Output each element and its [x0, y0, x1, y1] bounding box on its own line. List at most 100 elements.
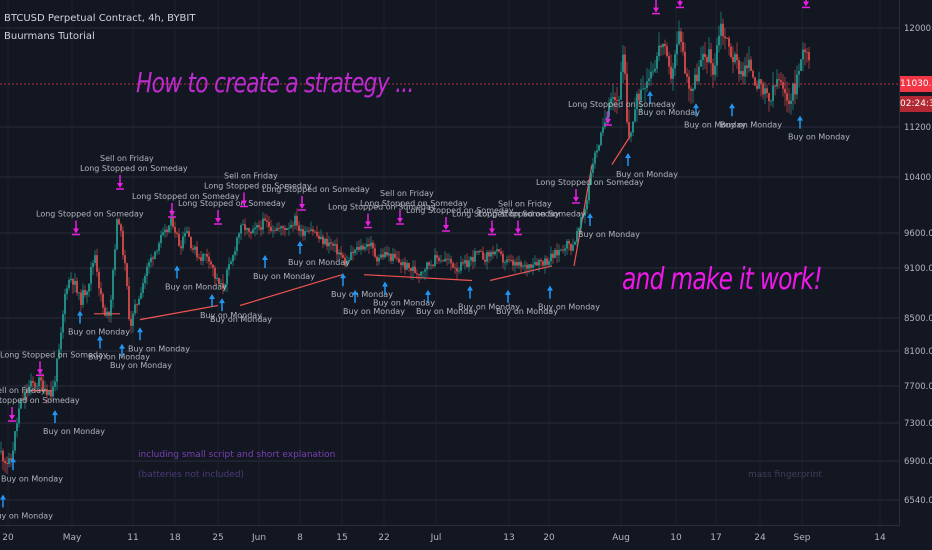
candle-body: [644, 87, 646, 89]
candle-body: [796, 74, 798, 95]
buy-arrow-head: [137, 327, 143, 333]
candle-body: [560, 249, 562, 251]
candle-body: [214, 267, 216, 279]
candle-body: [308, 230, 310, 232]
candle-body: [358, 246, 360, 250]
price-tick-label: 6900.0: [904, 457, 932, 467]
candle-body: [578, 227, 580, 232]
candle-body: [192, 248, 194, 250]
stop-level-line: [139, 304, 219, 321]
buy-signal-label: Buy on Monday: [128, 344, 190, 353]
candle-body: [100, 288, 102, 295]
buy-signal-label: Buy on Monday: [43, 427, 105, 436]
buy-signal-label: Buy on Monday: [720, 120, 782, 129]
candle-body: [374, 248, 376, 257]
buy-signal-label: Buy on Monday: [616, 170, 678, 179]
candle-body: [572, 244, 574, 251]
candles: [0, 11, 810, 475]
candle-body: [162, 232, 164, 235]
candle-body: [794, 83, 796, 95]
candle-body: [496, 249, 498, 252]
candle-body: [464, 260, 466, 264]
time-tick-label: Jun: [251, 533, 266, 543]
candle-body: [700, 59, 702, 67]
candle-body: [252, 229, 254, 234]
candle-body: [212, 264, 214, 268]
candle-body: [130, 319, 132, 326]
candle-body: [676, 44, 678, 55]
candle-body: [170, 216, 172, 226]
candle-body: [804, 49, 806, 52]
candle-body: [626, 73, 628, 123]
candle-body: [456, 268, 458, 272]
sell-arrow-head: [73, 228, 79, 234]
stop-level-line: [363, 274, 473, 282]
sell-arrow-head: [515, 228, 521, 234]
candle-body: [420, 271, 422, 276]
candle-body: [370, 242, 372, 247]
candle-body: [102, 294, 104, 308]
candle-body: [368, 244, 370, 247]
candle-body: [24, 391, 26, 401]
buy-signal-label: Buy on Monday: [253, 272, 315, 281]
candle-body: [480, 250, 482, 252]
candle-body: [682, 41, 684, 52]
candle-body: [208, 256, 210, 262]
candle-body: [156, 250, 158, 252]
candle-body: [788, 100, 790, 104]
buy-signal-label: Buy on Monday: [210, 315, 272, 324]
candle-body: [250, 231, 252, 234]
candle-body: [218, 278, 220, 285]
sell-arrow-head: [9, 415, 15, 420]
candle-body: [176, 232, 178, 234]
candle-body: [58, 349, 60, 359]
candle-body: [466, 260, 468, 268]
candle-body: [734, 54, 736, 63]
candle-body: [42, 380, 44, 391]
candle-body: [366, 244, 368, 247]
time-tick-label: Jul: [430, 533, 442, 543]
candle-body: [462, 262, 464, 264]
candle-body: [288, 227, 290, 229]
candle-body: [406, 262, 408, 270]
candle-body: [656, 56, 658, 69]
candle-body: [400, 262, 402, 265]
candle-body: [772, 85, 774, 101]
candle-body: [246, 228, 248, 230]
candle-body: [552, 253, 554, 258]
candle-body: [268, 221, 270, 227]
buy-signal-label: Buy on Monday: [538, 303, 600, 312]
candle-body: [4, 461, 6, 463]
candle-body: [490, 251, 492, 257]
candle-body: [612, 96, 614, 99]
candle-body: [22, 398, 24, 401]
candle-body: [276, 228, 278, 231]
candle-body: [172, 216, 174, 227]
candle-body: [474, 251, 476, 262]
candle-body: [634, 109, 636, 122]
candle-body: [556, 250, 558, 256]
candle-body: [708, 49, 710, 63]
candle-body: [632, 121, 634, 133]
candle-body: [520, 261, 522, 267]
time-tick-label: 17: [710, 533, 721, 543]
price-tick-label: 6540.0: [904, 496, 932, 506]
buy-signal-label: Buy on Monday: [288, 258, 350, 267]
candle-body: [402, 262, 404, 265]
buy-signal-label: Buy on Monday: [200, 311, 262, 320]
candle-body: [54, 381, 56, 387]
candle-body: [74, 280, 76, 285]
candle-body: [596, 150, 598, 153]
price-axis[interactable]: 6540.0 6900.0 7300.0 7700.0 8100.0 8500.0 9100…: [899, 0, 932, 525]
candle-body: [666, 46, 668, 57]
candle-body: [476, 251, 478, 253]
candle-body: [340, 252, 342, 255]
time-axis[interactable]: 20 May 11 18 25 Jun 8 15 22 Jul 13 20 Aug 10 17 24 Sep 14: [0, 525, 900, 544]
buy-arrow-head: [505, 289, 511, 295]
candle-body: [92, 263, 94, 268]
price-tick-label: 12000.0: [904, 24, 932, 34]
candle-body: [688, 76, 690, 89]
buy-arrow-head: [647, 90, 653, 96]
